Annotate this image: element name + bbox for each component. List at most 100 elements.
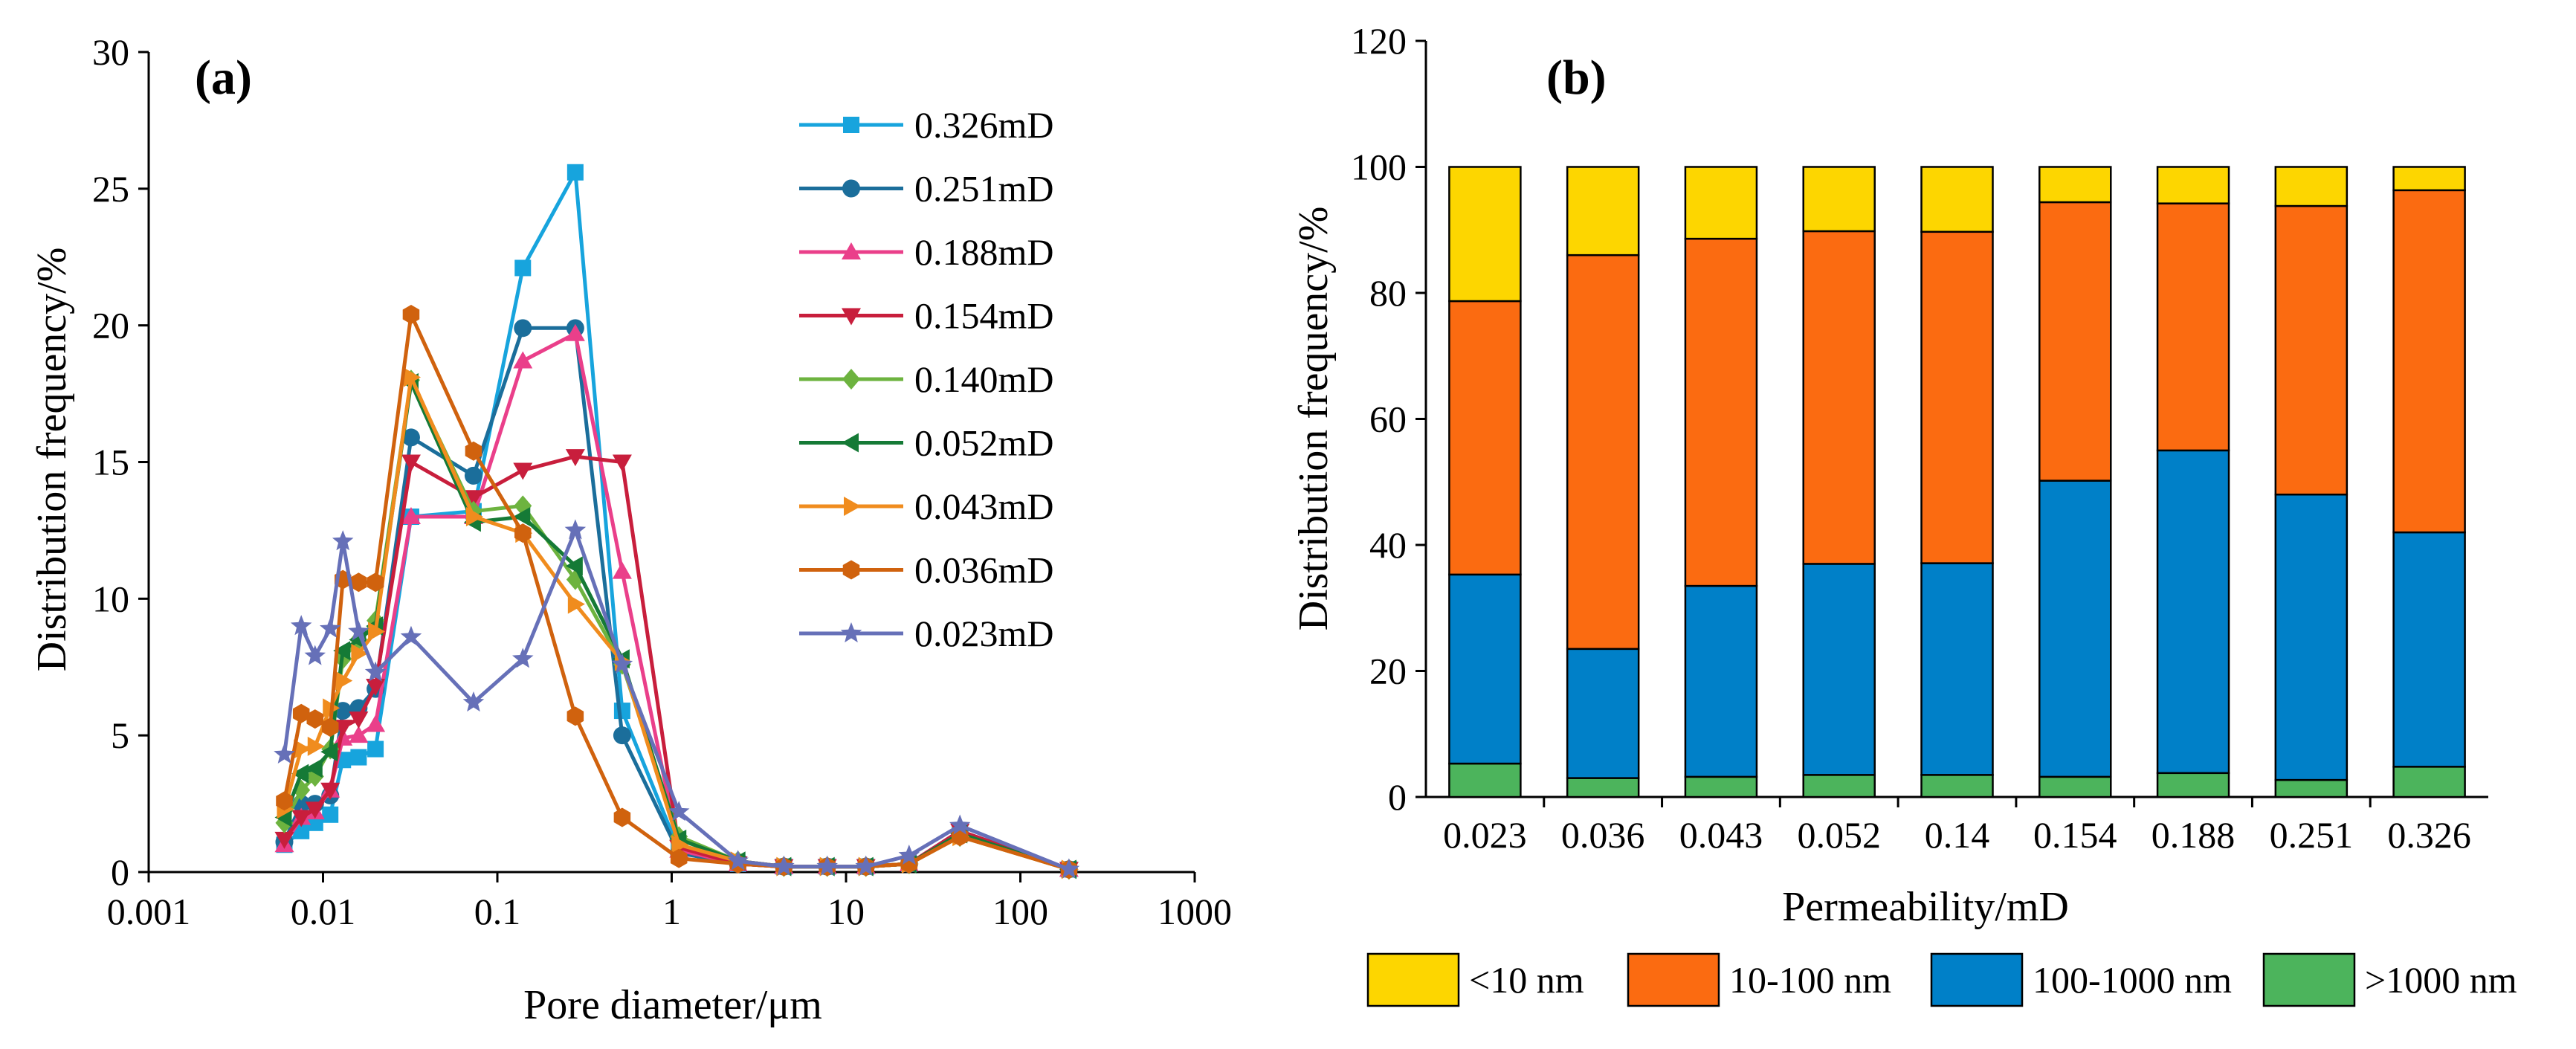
point-0-052mD bbox=[513, 507, 531, 527]
panel-b-label: (b) bbox=[1546, 51, 1607, 105]
panel-b-y-tick-label: 80 bbox=[1369, 272, 1407, 314]
point-0-043mD bbox=[567, 594, 585, 614]
legend-marker-0-154mD bbox=[842, 308, 861, 326]
legend-item-10-100-nm: 10-100 nm bbox=[1627, 952, 1891, 1007]
point-0-154mD bbox=[305, 801, 325, 819]
panel-b-stacked-bar-chart: 0 20 40 60 80 100 120 0.023 0.036 0.043 0.052 0.14 0… bbox=[1291, 20, 2517, 1007]
panel-b-x-tick-label: 0.036 bbox=[1561, 814, 1645, 856]
bar-10-100-nm-0-154 bbox=[2038, 201, 2112, 482]
panel-a-y-tick-label: 30 bbox=[92, 31, 129, 73]
point-0-188mD bbox=[366, 714, 386, 732]
bar-10-nm-0-326 bbox=[2392, 166, 2466, 192]
legend-item-0-036mD: 0.036mD bbox=[799, 549, 1054, 591]
point-0-326mD bbox=[367, 740, 384, 758]
bar-100-1000-nm-0-154 bbox=[2038, 480, 2112, 778]
bar-10-100-nm-0-188 bbox=[2156, 202, 2230, 452]
legend-label-0-188mD: 0.188mD bbox=[914, 231, 1054, 273]
bar-1000-nm-0-052 bbox=[1802, 774, 1876, 798]
panel-b-x-tick-label: 0.154 bbox=[2033, 814, 2117, 856]
legend-label-0-052mD: 0.052mD bbox=[914, 422, 1054, 464]
panel-a-x-axis-title: Pore diameter/μm bbox=[523, 982, 822, 1028]
point-0-023mD bbox=[611, 653, 633, 674]
point-0-052mD bbox=[333, 641, 351, 661]
bar-1000-nm-0-154 bbox=[2038, 775, 2112, 798]
legend-marker-0-052mD bbox=[842, 433, 859, 453]
bar-10-nm-0-052 bbox=[1802, 166, 1876, 233]
legend-swatch-1000-nm bbox=[2262, 952, 2356, 1007]
point-0-023mD bbox=[332, 530, 354, 551]
point-0-023mD bbox=[816, 855, 838, 876]
point-0-154mD bbox=[401, 454, 421, 472]
panel-a-y-tick-label: 5 bbox=[111, 714, 129, 756]
point-0-154mD bbox=[366, 678, 386, 696]
panel-b-x-tick-label: 0.052 bbox=[1797, 814, 1881, 856]
panel-b-x-tick-label: 0.251 bbox=[2270, 814, 2354, 856]
point-0-036mD bbox=[670, 848, 688, 868]
panel-a-y-tick-label: 0 bbox=[111, 851, 129, 893]
panel-a-x-tick-label: 0.001 bbox=[107, 891, 191, 932]
panel-a-label: (a) bbox=[195, 51, 252, 105]
legend-marker-0-326mD bbox=[843, 117, 859, 133]
bar-group-0-188 bbox=[2156, 166, 2230, 798]
point-0-188mD bbox=[513, 351, 533, 369]
bar-100-1000-nm-0-023 bbox=[1448, 573, 1522, 765]
legend-label-0-036mD: 0.036mD bbox=[914, 549, 1054, 591]
point-0-251mD bbox=[613, 726, 631, 745]
bar-100-1000-nm-0-043 bbox=[1684, 584, 1758, 778]
bar-100-1000-nm-0-251 bbox=[2274, 493, 2349, 781]
point-0-154mD bbox=[612, 454, 632, 472]
bar-10-100-nm-0-326 bbox=[2392, 189, 2466, 534]
bar-100-1000-nm-0-14 bbox=[1920, 562, 1994, 776]
legend-label-0-251mD: 0.251mD bbox=[914, 168, 1054, 210]
bar-100-1000-nm-0-326 bbox=[2392, 531, 2466, 768]
legend-item-10-nm: <10 nm bbox=[1366, 952, 1584, 1007]
point-0-188mD bbox=[333, 728, 353, 746]
panel-b-x-axis-title: Permeability/mD bbox=[1782, 884, 2069, 930]
point-0-188mD bbox=[401, 507, 421, 525]
panel-b-y-axis-title: Distribution frequency/% bbox=[1291, 207, 1337, 631]
bar-10-100-nm-0-036 bbox=[1566, 254, 1640, 651]
legend-label-10-100-nm: 10-100 nm bbox=[1729, 959, 1891, 1001]
point-0-326mD bbox=[350, 749, 367, 766]
point-0-023mD bbox=[1058, 858, 1080, 879]
panel-a-y-tick-label: 25 bbox=[92, 168, 129, 210]
point-0-154mD bbox=[513, 462, 533, 480]
bar-10-100-nm-0-043 bbox=[1684, 237, 1758, 587]
point-0-036mD bbox=[276, 791, 293, 811]
point-0-251mD bbox=[401, 428, 420, 447]
legend-marker-0-140mD bbox=[842, 369, 860, 390]
point-0-154mD bbox=[320, 782, 340, 800]
point-0-052mD bbox=[565, 556, 583, 576]
legend-marker-0-023mD bbox=[840, 622, 862, 643]
bar-10-nm-0-043 bbox=[1684, 166, 1758, 240]
legend-marker-0-188mD bbox=[842, 242, 861, 259]
line-0-251mD bbox=[283, 326, 1070, 871]
point-0-326mD bbox=[613, 703, 630, 720]
bar-group-0-043 bbox=[1684, 166, 1758, 798]
bar-1000-nm-0-036 bbox=[1566, 777, 1640, 798]
point-0-023mD bbox=[290, 615, 312, 636]
panel-a-x-tick-label: 10 bbox=[827, 891, 865, 932]
legend-marker-0-043mD bbox=[844, 497, 861, 516]
point-0-036mD bbox=[613, 807, 631, 827]
legend-marker-0-036mD bbox=[842, 560, 860, 580]
bar-10-100-nm-0-251 bbox=[2274, 204, 2349, 496]
point-0-023mD bbox=[727, 850, 749, 871]
legend-item-0-251mD: 0.251mD bbox=[799, 168, 1054, 210]
point-0-023mD bbox=[274, 743, 295, 764]
panel-a-x-tick-label: 1 bbox=[662, 891, 681, 932]
point-0-023mD bbox=[319, 617, 341, 638]
point-0-023mD bbox=[855, 855, 877, 876]
legend-label-0-023mD: 0.023mD bbox=[914, 613, 1054, 654]
bar-10-nm-0-188 bbox=[2156, 166, 2230, 204]
point-0-251mD bbox=[514, 319, 532, 338]
panel-a-line-chart: 0 5 10 15 20 25 30 0.001 0.01 0.1 1 10 100 1000 (a) P… bbox=[29, 31, 1232, 1028]
line-0-023mD bbox=[283, 528, 1070, 871]
point-0-043mD bbox=[671, 835, 689, 855]
panel-b-x-tick-label: 0.023 bbox=[1443, 814, 1527, 856]
point-0-052mD bbox=[291, 764, 309, 784]
legend-label-10-nm: <10 nm bbox=[1469, 959, 1584, 1001]
panel-b-y-tick-label: 60 bbox=[1369, 398, 1407, 440]
panel-b-x-tick-label: 0.043 bbox=[1679, 814, 1763, 856]
